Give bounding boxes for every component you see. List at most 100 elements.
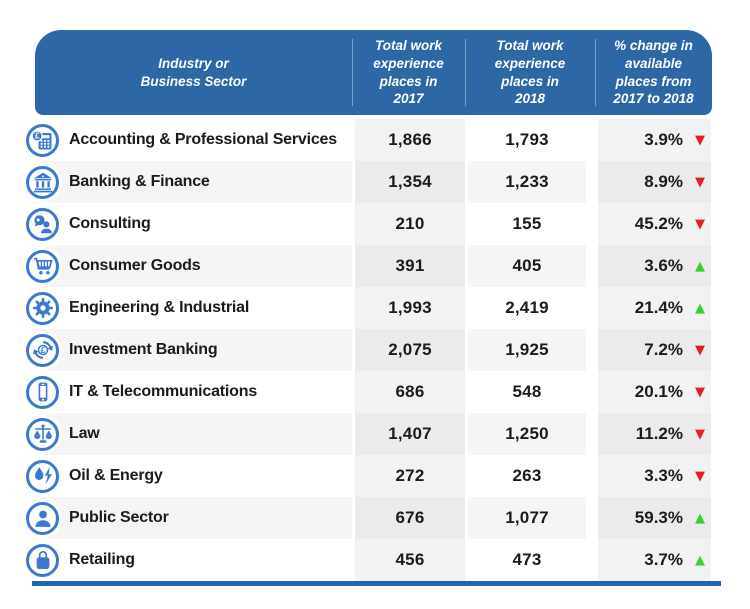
sector-cell: Retailing <box>26 539 352 581</box>
column-gutter <box>465 371 468 413</box>
table-row: Consumer Goods 391 405 3.6% <box>26 245 711 287</box>
shopping-bag-icon <box>26 543 59 577</box>
sector-label: Law <box>69 425 100 442</box>
places-2017-value: 1,407 <box>355 413 465 455</box>
pct-change-cell: 21.4% <box>598 287 711 329</box>
sector-label: Oil & Energy <box>69 467 163 484</box>
places-2018-value: 1,233 <box>468 161 586 203</box>
sector-label: Retailing <box>69 551 135 568</box>
pct-change-value: 3.3% <box>644 466 683 485</box>
column-gutter <box>352 329 355 371</box>
sector-label: Engineering & Industrial <box>69 299 250 316</box>
pct-change-cell: 3.3% <box>598 455 711 497</box>
trend-arrow-icon <box>683 176 705 189</box>
svg-text:£: £ <box>34 132 39 141</box>
column-gutter <box>586 287 598 329</box>
pound-exchange-icon: £ <box>26 333 59 367</box>
trend-arrow-icon <box>683 470 705 483</box>
table-row: Engineering & Industrial 1,993 2,419 21.… <box>26 287 711 329</box>
column-gutter <box>352 371 355 413</box>
pct-change-cell: 3.9% <box>598 119 711 161</box>
column-gutter <box>465 497 468 539</box>
places-2017-value: 272 <box>355 455 465 497</box>
column-gutter <box>465 119 468 161</box>
places-2018-value: 1,793 <box>468 119 586 161</box>
table-row: IT & Telecommunications 686 548 20.1% <box>26 371 711 413</box>
column-gutter <box>465 413 468 455</box>
sector-cell: £ Investment Banking <box>26 329 352 371</box>
gear-icon <box>26 291 59 325</box>
column-gutter <box>586 203 598 245</box>
places-2018-value: 155 <box>468 203 586 245</box>
pct-change-value: 20.1% <box>634 382 683 401</box>
oil-energy-icon <box>26 459 59 493</box>
table-row: Consulting 210 155 45.2% <box>26 203 711 245</box>
trend-arrow-icon <box>683 512 705 525</box>
table-row: £ Investment Banking 2,075 1,925 7.2% <box>26 329 711 371</box>
column-gutter <box>352 119 355 161</box>
sector-label: Accounting & Professional Services <box>69 131 337 148</box>
column-gutter <box>352 413 355 455</box>
sector-cell: Consumer Goods <box>26 245 352 287</box>
trend-arrow-icon <box>683 344 705 357</box>
header-industry: Industry or Business Sector <box>140 55 247 89</box>
sector-cell: £ Accounting & Professional Services <box>26 119 352 161</box>
trend-arrow-icon <box>683 302 705 315</box>
bank-icon <box>26 165 59 199</box>
sector-cell: Public Sector <box>26 497 352 539</box>
pct-change-value: 8.9% <box>644 172 683 191</box>
column-gutter <box>586 119 598 161</box>
column-gutter <box>586 371 598 413</box>
pct-change-cell: 8.9% <box>598 161 711 203</box>
column-gutter <box>352 203 355 245</box>
places-2017-value: 676 <box>355 497 465 539</box>
trend-arrow-icon <box>683 386 705 399</box>
calculator-icon: £ <box>26 123 59 157</box>
column-gutter <box>586 455 598 497</box>
sector-label: IT & Telecommunications <box>69 383 258 400</box>
pct-change-cell: 45.2% <box>598 203 711 245</box>
pct-change-cell: 7.2% <box>598 329 711 371</box>
trend-arrow-icon <box>683 134 705 147</box>
places-2018-value: 2,419 <box>468 287 586 329</box>
smartphone-icon <box>26 375 59 409</box>
table-body: £ Accounting & Professional Services 1,8… <box>26 119 711 581</box>
column-gutter <box>352 539 355 581</box>
places-2017-value: 210 <box>355 203 465 245</box>
column-gutter <box>465 245 468 287</box>
pct-change-value: 3.9% <box>644 130 683 149</box>
column-gutter <box>352 245 355 287</box>
sector-cell: Engineering & Industrial <box>26 287 352 329</box>
places-2018-value: 1,250 <box>468 413 586 455</box>
column-gutter <box>465 287 468 329</box>
places-2017-value: 456 <box>355 539 465 581</box>
svg-text:£: £ <box>40 345 45 355</box>
pct-change-value: 45.2% <box>634 214 683 233</box>
header-pct-change: % change in available places from 2017 t… <box>595 30 712 115</box>
column-gutter <box>352 455 355 497</box>
scales-icon <box>26 417 59 451</box>
pct-change-value: 59.3% <box>634 508 683 527</box>
pct-change-value: 11.2% <box>635 424 683 443</box>
column-gutter <box>586 245 598 287</box>
places-2017-value: 2,075 <box>355 329 465 371</box>
column-gutter <box>465 329 468 371</box>
table-row: Law 1,407 1,250 11.2% <box>26 413 711 455</box>
trend-arrow-icon <box>683 260 705 273</box>
pct-change-cell: 11.2% <box>598 413 711 455</box>
table-row: Retailing 456 473 3.7% <box>26 539 711 581</box>
places-2017-value: 686 <box>355 371 465 413</box>
sector-label: Consumer Goods <box>69 257 201 274</box>
places-2018-value: 263 <box>468 455 586 497</box>
column-gutter <box>586 413 598 455</box>
column-gutter <box>586 161 598 203</box>
speech-people-icon <box>26 207 59 241</box>
pct-change-cell: 59.3% <box>598 497 711 539</box>
table-row: Public Sector 676 1,077 59.3% <box>26 497 711 539</box>
trend-arrow-icon <box>683 554 705 567</box>
places-2018-value: 473 <box>468 539 586 581</box>
pct-change-value: 3.6% <box>644 256 683 275</box>
table-bottom-rule <box>32 581 721 586</box>
column-gutter <box>352 161 355 203</box>
places-2018-value: 405 <box>468 245 586 287</box>
